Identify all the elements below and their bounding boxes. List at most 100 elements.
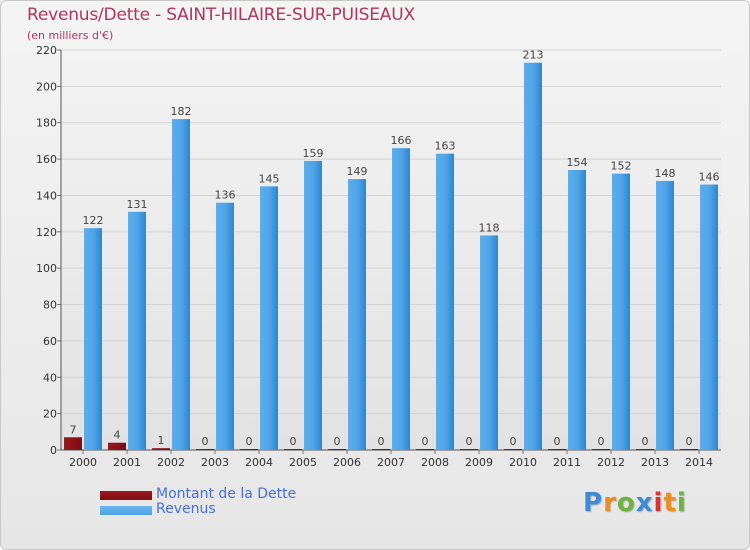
- debt-data-label: 7: [70, 423, 77, 436]
- chart-subtitle: (en milliers d'€): [27, 29, 114, 42]
- debt-bar: [328, 449, 346, 450]
- revenue-bar: [84, 228, 102, 450]
- revenue-data-label: 213: [523, 49, 544, 62]
- debt-bar: [460, 449, 478, 450]
- x-tick-label: 2010: [509, 456, 537, 469]
- debt-data-label: 0: [202, 435, 209, 448]
- revenue-bar: [348, 179, 366, 450]
- revenue-bar: [128, 211, 146, 450]
- logo-letter: t: [663, 488, 677, 518]
- revenue-bar: [436, 153, 454, 451]
- debt-bar: [64, 437, 82, 450]
- logo-letter: P: [583, 488, 604, 518]
- revenue-bar: [172, 119, 190, 450]
- debt-bar: [196, 449, 214, 450]
- x-tick-label: 2008: [421, 456, 449, 469]
- logo-letter: x: [635, 488, 654, 518]
- debt-data-label: 0: [510, 435, 517, 448]
- debt-data-label: 0: [246, 435, 253, 448]
- debt-data-label: 0: [598, 435, 605, 448]
- x-tick-label: 2006: [333, 456, 361, 469]
- debt-bar: [548, 449, 566, 450]
- logo-letter: r: [603, 488, 617, 518]
- x-tick-label: 2012: [597, 456, 625, 469]
- logo-letter: i: [653, 488, 664, 518]
- revenue-data-label: 152: [611, 160, 632, 173]
- x-tick-label: 2001: [113, 456, 141, 469]
- logo-letter: o: [616, 488, 636, 518]
- debt-bar: [680, 449, 698, 450]
- x-tick-label: 2004: [245, 456, 273, 469]
- x-tick-label: 2014: [685, 456, 713, 469]
- x-tick-label: 2000: [69, 456, 97, 469]
- x-tick-label: 2013: [641, 456, 669, 469]
- revenue-bar: [524, 62, 542, 451]
- y-tick-label: 40: [43, 371, 57, 384]
- debt-bar: [504, 449, 522, 450]
- revenue-data-label: 163: [435, 140, 456, 153]
- plot-area: [61, 50, 721, 450]
- y-tick-label: 100: [36, 262, 57, 275]
- revenue-bar: [568, 170, 586, 450]
- debt-data-label: 0: [422, 435, 429, 448]
- y-tick-label: 220: [36, 44, 57, 57]
- x-tick-label: 2007: [377, 456, 405, 469]
- debt-data-label: 0: [554, 435, 561, 448]
- y-tick-label: 60: [43, 335, 57, 348]
- proxiti-logo: Proxiti: [583, 488, 687, 518]
- revenue-data-label: 145: [259, 172, 280, 185]
- debt-bar: [416, 449, 434, 450]
- debt-data-label: 1: [158, 434, 165, 447]
- revenue-data-label: 131: [127, 198, 148, 211]
- debt-data-label: 0: [686, 435, 693, 448]
- y-tick-label: 180: [36, 117, 57, 130]
- debt-data-label: 0: [466, 435, 473, 448]
- y-tick-label: 160: [36, 153, 57, 166]
- revenue-data-label: 182: [171, 105, 192, 118]
- x-tick-label: 2011: [553, 456, 581, 469]
- revenue-bar: [216, 202, 234, 450]
- revenue-bar: [700, 184, 718, 450]
- revenue-data-label: 146: [699, 171, 720, 184]
- revenue-data-label: 159: [303, 147, 324, 160]
- debt-bar: [240, 449, 258, 450]
- x-tick-label: 2002: [157, 456, 185, 469]
- revenue-data-label: 118: [479, 221, 500, 234]
- x-tick-label: 2005: [289, 456, 317, 469]
- revenue-bar: [392, 148, 410, 450]
- debt-bar: [152, 448, 170, 450]
- y-tick-label: 200: [36, 80, 57, 93]
- y-tick-label: 20: [43, 408, 57, 421]
- debt-bar: [372, 449, 390, 450]
- debt-bar: [636, 449, 654, 450]
- y-tick-label: 120: [36, 226, 57, 239]
- revenue-bar: [304, 160, 322, 450]
- revenue-data-label: 148: [655, 167, 676, 180]
- debt-data-label: 4: [114, 429, 121, 442]
- x-tick-label: 2003: [201, 456, 229, 469]
- revenue-data-label: 149: [347, 165, 368, 178]
- revenue-data-label: 166: [391, 134, 412, 147]
- debt-data-label: 0: [378, 435, 385, 448]
- legend-label-revenue: Revenus: [156, 501, 216, 517]
- legend-swatch-revenue: [100, 506, 152, 515]
- debt-bar: [108, 442, 126, 450]
- debt-bar: [592, 449, 610, 450]
- legend-label-debt: Montant de la Dette: [156, 486, 297, 502]
- revenue-data-label: 136: [215, 189, 236, 202]
- x-tick-label: 2009: [465, 456, 493, 469]
- debt-bar: [284, 449, 302, 450]
- revenue-data-label: 154: [567, 156, 588, 169]
- debt-data-label: 0: [334, 435, 341, 448]
- revenue-bar: [612, 173, 630, 451]
- y-tick-label: 80: [43, 299, 57, 312]
- debt-data-label: 0: [290, 435, 297, 448]
- revenue-data-label: 122: [83, 214, 104, 227]
- revenue-bar: [260, 186, 278, 450]
- legend-swatch-debt: [100, 491, 152, 500]
- logo-letter: i: [676, 488, 687, 518]
- revenue-bar: [656, 180, 674, 450]
- y-tick-label: 140: [36, 189, 57, 202]
- revenue-bar: [480, 235, 498, 450]
